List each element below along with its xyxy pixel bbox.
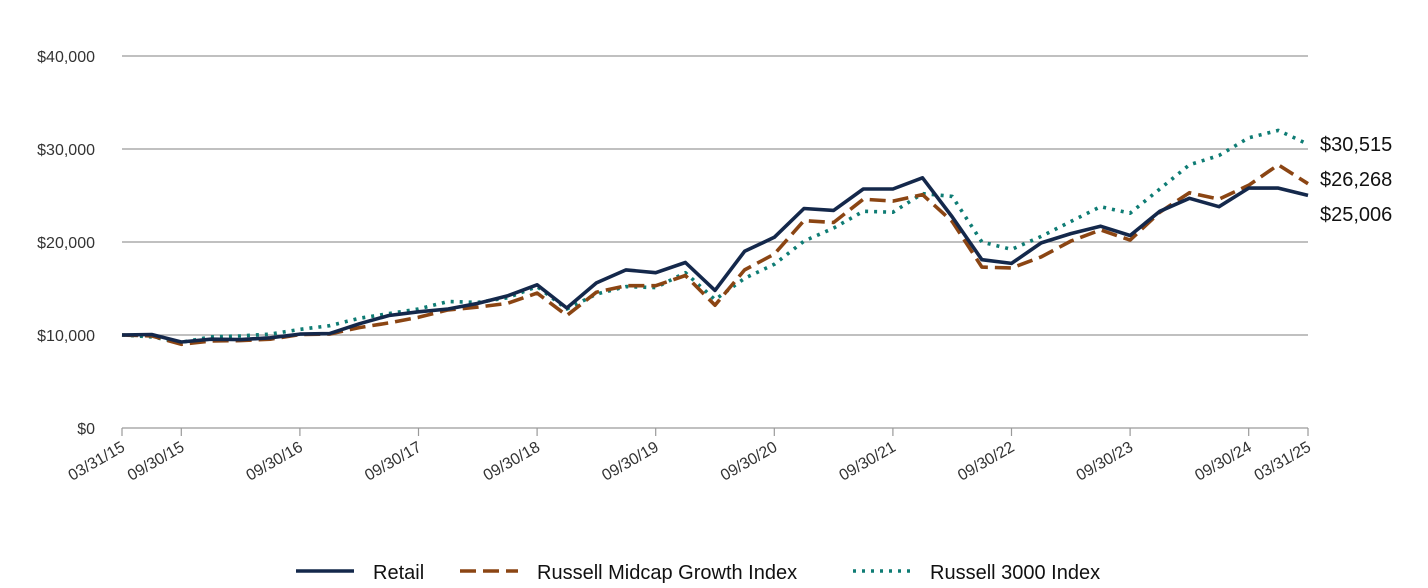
x-tick-label: 09/30/19 — [599, 439, 662, 485]
x-tick-label: 09/30/21 — [836, 439, 899, 485]
y-tick-label: $10,000 — [37, 328, 95, 345]
x-tick-label: 03/31/15 — [66, 439, 129, 485]
end-value-label: $26,268 — [1320, 169, 1392, 191]
x-tick-label: 09/30/20 — [718, 439, 781, 485]
end-value-labels: $30,515 $26,268 $25,006 — [1320, 134, 1392, 226]
end-value-label: $25,006 — [1320, 204, 1392, 226]
series-line-1 — [121, 163, 1309, 347]
x-tick-label: 09/30/17 — [362, 439, 425, 485]
x-axis — [121, 427, 1309, 436]
legend-entry: Russell Midcap Growth Index — [537, 562, 797, 584]
y-axis-tick-labels: $0 $10,000 $20,000 $30,000 $40,000 — [37, 49, 95, 438]
legend-entry: Retail — [373, 562, 424, 584]
series-line-0 — [121, 176, 1309, 344]
x-tick-label: 09/30/24 — [1192, 439, 1255, 485]
x-tick-label: 09/30/23 — [1074, 439, 1137, 485]
legend: Retail Russell Midcap Growth Index Russell… — [296, 562, 1100, 584]
x-tick-label: 09/30/18 — [481, 439, 544, 485]
series-line-2 — [121, 128, 1309, 345]
y-tick-label: $0 — [77, 421, 95, 438]
x-tick-label: 09/30/16 — [243, 439, 306, 485]
x-tick-label: 09/30/15 — [125, 439, 188, 485]
gridlines — [122, 55, 1308, 336]
legend-entry: Russell 3000 Index — [930, 562, 1100, 584]
y-tick-label: $30,000 — [37, 142, 95, 159]
series-lines — [121, 128, 1309, 347]
x-tick-label: 09/30/22 — [955, 439, 1018, 485]
end-value-label: $30,515 — [1320, 134, 1392, 156]
x-tick-label: 03/31/25 — [1252, 439, 1315, 485]
y-tick-label: $20,000 — [37, 235, 95, 252]
y-tick-label: $40,000 — [37, 49, 95, 66]
